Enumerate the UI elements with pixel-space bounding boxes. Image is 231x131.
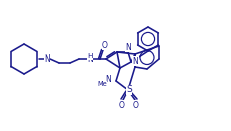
Text: O: O <box>133 100 139 110</box>
Text: Me: Me <box>97 81 107 88</box>
Text: N: N <box>87 56 93 64</box>
Text: H: H <box>44 54 50 60</box>
Text: O: O <box>119 100 125 110</box>
Text: O: O <box>102 41 108 50</box>
Text: N: N <box>44 56 50 64</box>
Text: N: N <box>133 56 138 66</box>
Text: N: N <box>105 75 111 84</box>
Text: H: H <box>87 53 93 59</box>
Text: S: S <box>126 86 132 94</box>
Text: N: N <box>125 43 131 52</box>
